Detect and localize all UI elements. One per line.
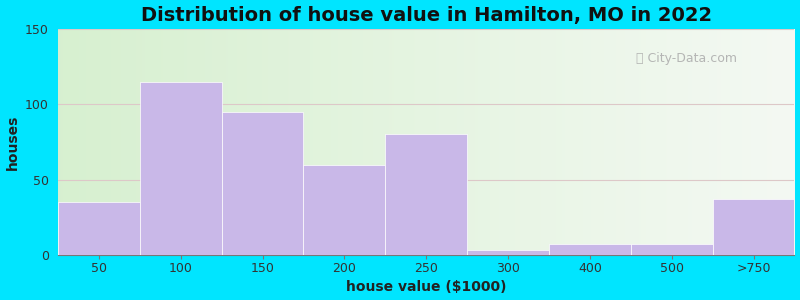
Bar	[222, 112, 303, 255]
Y-axis label: houses: houses	[6, 114, 19, 169]
Bar	[549, 244, 630, 255]
Bar	[386, 134, 467, 255]
Title: Distribution of house value in Hamilton, MO in 2022: Distribution of house value in Hamilton,…	[141, 6, 712, 25]
Bar	[140, 82, 222, 255]
Bar	[630, 244, 713, 255]
Bar	[713, 199, 794, 255]
X-axis label: house value ($1000): house value ($1000)	[346, 280, 506, 294]
Bar	[58, 202, 140, 255]
Bar	[303, 164, 386, 255]
Text: ⓘ City-Data.com: ⓘ City-Data.com	[636, 52, 737, 65]
Bar	[467, 250, 549, 255]
